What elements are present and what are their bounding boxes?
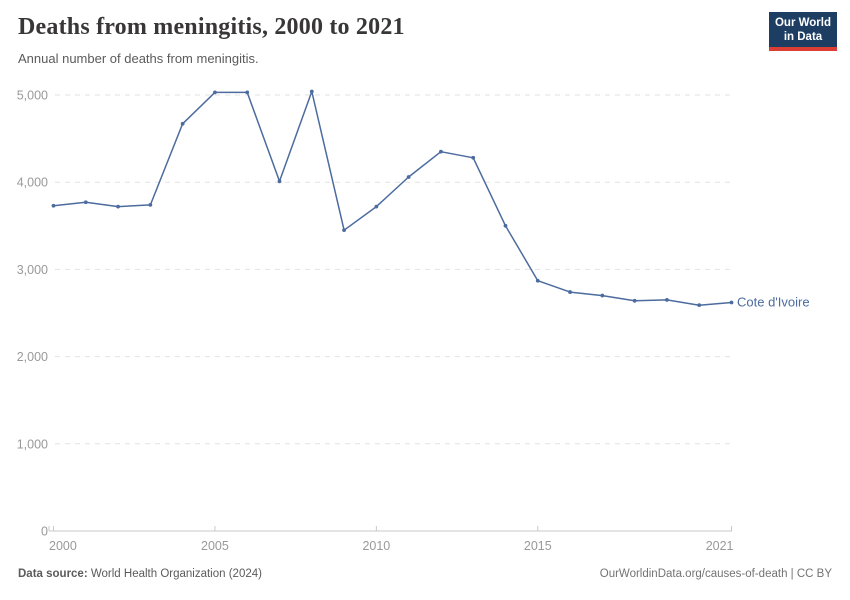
- data-point[interactable]: [729, 300, 734, 305]
- data-point[interactable]: [309, 89, 314, 94]
- data-point[interactable]: [180, 121, 185, 126]
- y-tick-label: 3,000: [17, 263, 48, 277]
- y-tick-label: 5,000: [17, 89, 48, 103]
- chart-subtitle: Annual number of deaths from meningitis.: [18, 51, 259, 66]
- y-tick-label: 1,000: [17, 437, 48, 451]
- data-point[interactable]: [116, 204, 120, 209]
- entity-label: Cote d'Ivoire: [737, 295, 810, 310]
- data-point[interactable]: [632, 298, 637, 303]
- data-point[interactable]: [148, 202, 153, 207]
- owid-logo[interactable]: Our World in Data: [769, 12, 837, 51]
- data-source-note: Data source: World Health Organization (…: [18, 568, 262, 580]
- data-point[interactable]: [406, 175, 411, 179]
- data-point[interactable]: [503, 223, 508, 228]
- x-tick-label: 2005: [201, 539, 229, 553]
- data-point[interactable]: [245, 90, 250, 95]
- data-source-label: Data source:: [18, 568, 88, 580]
- data-point[interactable]: [600, 293, 605, 298]
- page-title: Deaths from meningitis, 2000 to 2021: [18, 14, 405, 40]
- x-tick-label: 2021: [706, 539, 734, 553]
- data-source-text: World Health Organization (2024): [87, 568, 262, 580]
- data-point[interactable]: [439, 149, 443, 154]
- data-point[interactable]: [342, 228, 346, 233]
- y-tick-label: 0: [41, 525, 48, 539]
- x-tick-label: 2010: [362, 539, 390, 553]
- y-tick-label: 4,000: [17, 176, 48, 190]
- data-point[interactable]: [83, 200, 88, 205]
- data-point[interactable]: [277, 179, 282, 184]
- data-point[interactable]: [213, 90, 217, 95]
- data-point[interactable]: [51, 203, 56, 208]
- owid-logo-line1: Our World: [774, 16, 831, 29]
- x-tick-label: 2015: [524, 539, 552, 553]
- data-point[interactable]: [665, 298, 669, 302]
- chart-footer: Data source: World Health Organization (…: [18, 568, 832, 580]
- owid-logo-line2: in Data: [783, 30, 823, 43]
- series-line: [53, 90, 732, 306]
- data-point[interactable]: [471, 155, 476, 160]
- credit-link[interactable]: OurWorldinData.org/causes-of-death | CC …: [599, 568, 832, 580]
- data-point[interactable]: [374, 204, 379, 209]
- data-point[interactable]: [535, 278, 540, 283]
- data-point[interactable]: [568, 290, 572, 294]
- data-point[interactable]: [697, 303, 702, 308]
- y-tick-label: 2,000: [17, 350, 48, 364]
- x-tick-label: 2000: [49, 539, 77, 553]
